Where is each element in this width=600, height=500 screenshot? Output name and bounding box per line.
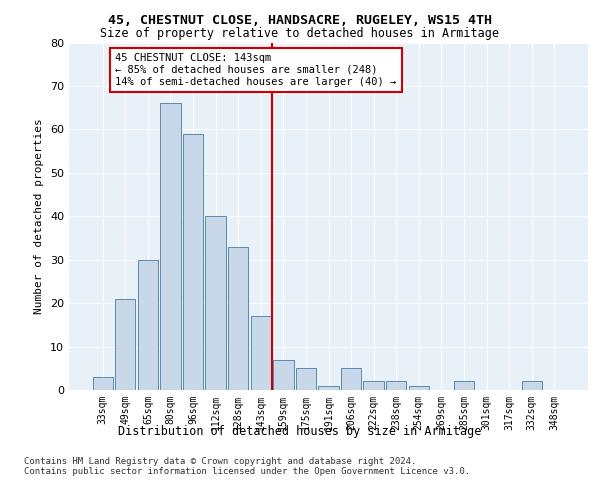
- Bar: [521, 382, 542, 390]
- Bar: [183, 134, 203, 390]
- Y-axis label: Number of detached properties: Number of detached properties: [34, 118, 44, 314]
- Text: Distribution of detached houses by size in Armitage: Distribution of detached houses by size …: [118, 424, 482, 438]
- Bar: [115, 299, 136, 390]
- Bar: [205, 216, 226, 390]
- Bar: [138, 260, 158, 390]
- Bar: [228, 246, 248, 390]
- Bar: [296, 368, 316, 390]
- Bar: [341, 368, 361, 390]
- Bar: [251, 316, 271, 390]
- Bar: [160, 104, 181, 390]
- Bar: [273, 360, 293, 390]
- Bar: [364, 382, 384, 390]
- Text: Size of property relative to detached houses in Armitage: Size of property relative to detached ho…: [101, 28, 499, 40]
- Bar: [454, 382, 474, 390]
- Text: Contains HM Land Registry data © Crown copyright and database right 2024.: Contains HM Land Registry data © Crown c…: [24, 457, 416, 466]
- Bar: [319, 386, 338, 390]
- Text: 45, CHESTNUT CLOSE, HANDSACRE, RUGELEY, WS15 4TH: 45, CHESTNUT CLOSE, HANDSACRE, RUGELEY, …: [108, 14, 492, 27]
- Bar: [386, 382, 406, 390]
- Text: Contains public sector information licensed under the Open Government Licence v3: Contains public sector information licen…: [24, 467, 470, 476]
- Text: 45 CHESTNUT CLOSE: 143sqm
← 85% of detached houses are smaller (248)
14% of semi: 45 CHESTNUT CLOSE: 143sqm ← 85% of detac…: [115, 54, 397, 86]
- Bar: [409, 386, 429, 390]
- Bar: [92, 377, 113, 390]
